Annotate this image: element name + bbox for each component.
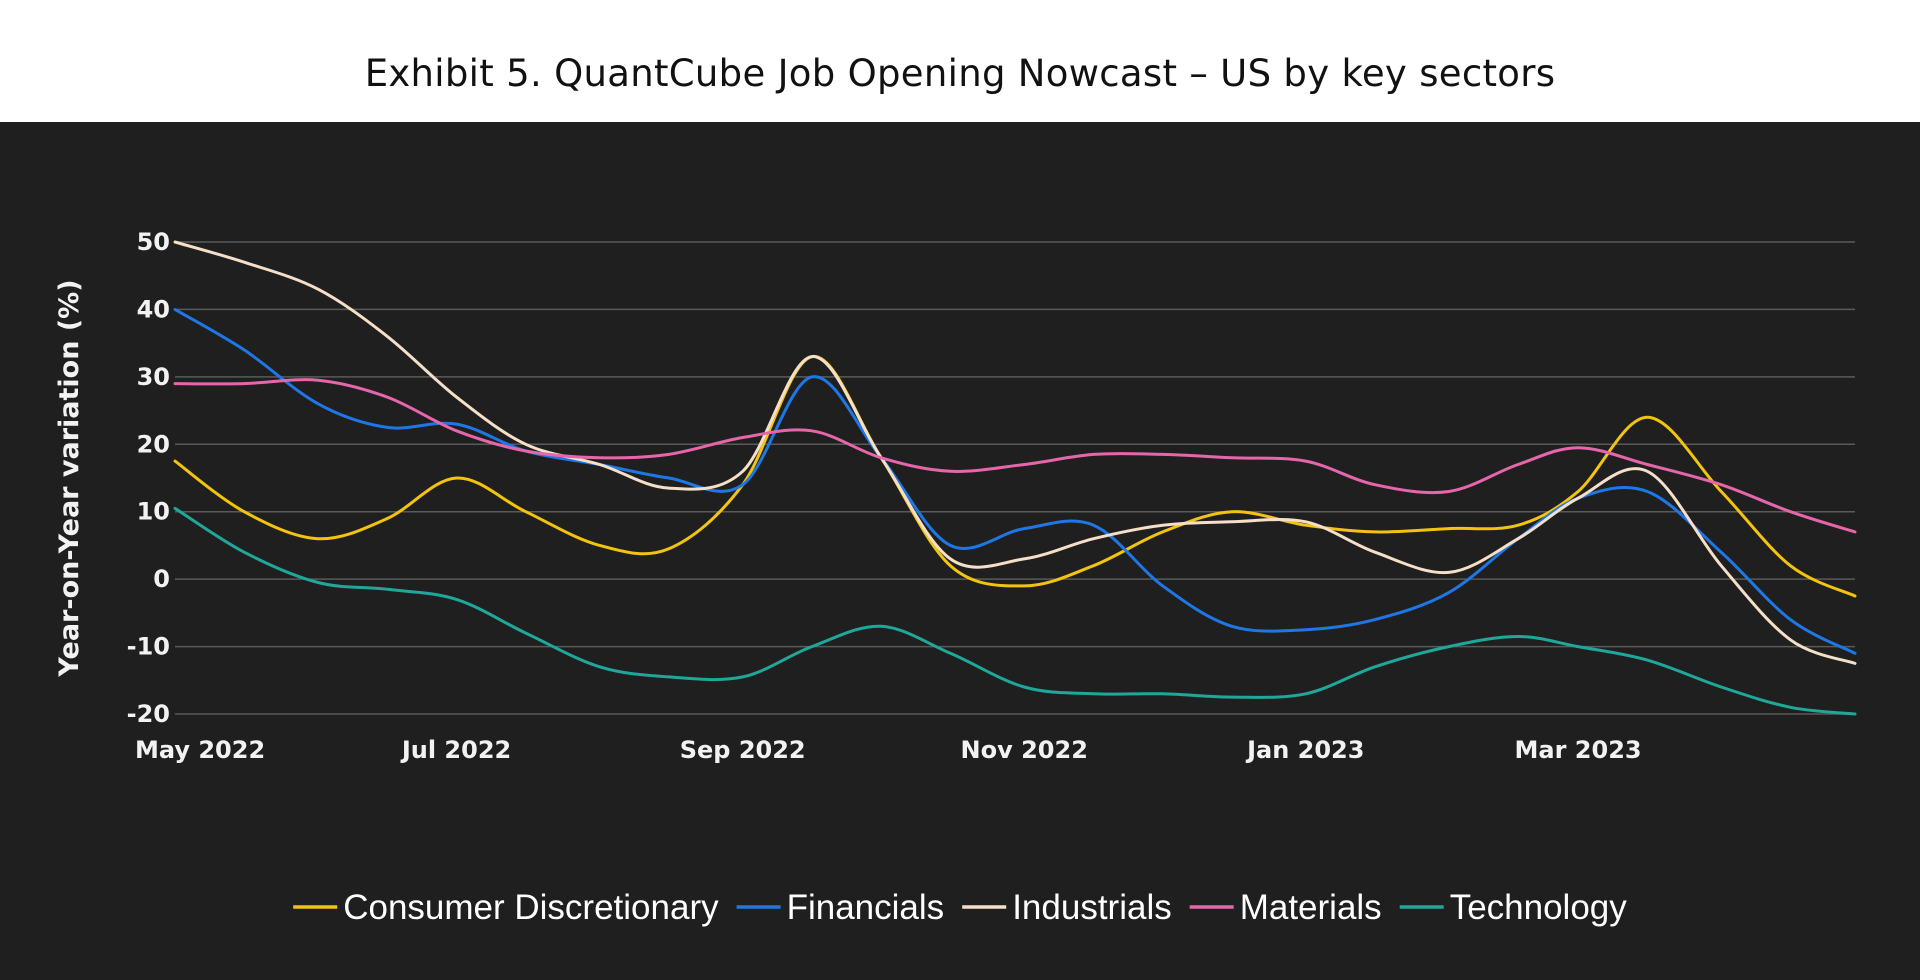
y-tick-label: 20 [137,430,170,458]
x-axis-ticks: May 2022 Jul 2022 Sep 2022 Nov 2022 Jan 2023… [135,736,1642,764]
y-tick-label: 30 [137,363,170,391]
legend-label: Industrials [1012,888,1172,927]
x-tick-label: May 2022 [135,736,265,764]
legend-item-consumer-discretionary[interactable]: Consumer Discretionary [293,888,719,927]
y-tick-label: 50 [137,228,170,256]
title-band: Exhibit 5. QuantCube Job Opening Nowcast… [0,0,1920,122]
y-tick-label: -20 [127,700,170,728]
y-tick-label: 0 [153,565,170,593]
chart-title: Exhibit 5. QuantCube Job Opening Nowcast… [364,52,1556,95]
legend[interactable]: Consumer Discretionary Financials Industri… [293,888,1627,927]
x-tick-label: Jan 2023 [1245,736,1364,764]
x-tick-label: Jul 2022 [400,736,511,764]
legend-item-financials[interactable]: Financials [736,888,945,927]
line-chart: 50 40 30 20 10 0 -10 -20 May 2022 Jul 2022 Sep 20… [54,228,1857,927]
series-lines [173,240,1857,716]
series-line-consumer-discretionary [173,355,1857,598]
y-tick-label: 10 [137,498,170,526]
legend-item-industrials[interactable]: Industrials [962,888,1172,927]
chart-panel: 50 40 30 20 10 0 -10 -20 May 2022 Jul 2022 Sep 20… [0,122,1920,980]
legend-label: Consumer Discretionary [343,888,719,927]
series-line-technology [173,506,1857,716]
grid-lines [175,241,1855,715]
series-line-industrials [173,240,1857,665]
x-tick-label: Nov 2022 [961,736,1088,764]
legend-label: Technology [1450,888,1628,927]
legend-label: Financials [787,888,945,927]
legend-label: Materials [1240,888,1382,927]
x-tick-label: Mar 2023 [1515,736,1642,764]
y-axis-ticks: 50 40 30 20 10 0 -10 -20 [127,228,170,728]
y-axis-label: Year-on-Year variation (%) [54,279,85,677]
y-tick-label: -10 [127,633,170,661]
y-tick-label: 40 [137,295,170,323]
series-line-materials [173,378,1857,534]
x-tick-label: Sep 2022 [680,736,806,764]
legend-item-materials[interactable]: Materials [1189,888,1382,927]
legend-item-technology[interactable]: Technology [1399,888,1628,927]
